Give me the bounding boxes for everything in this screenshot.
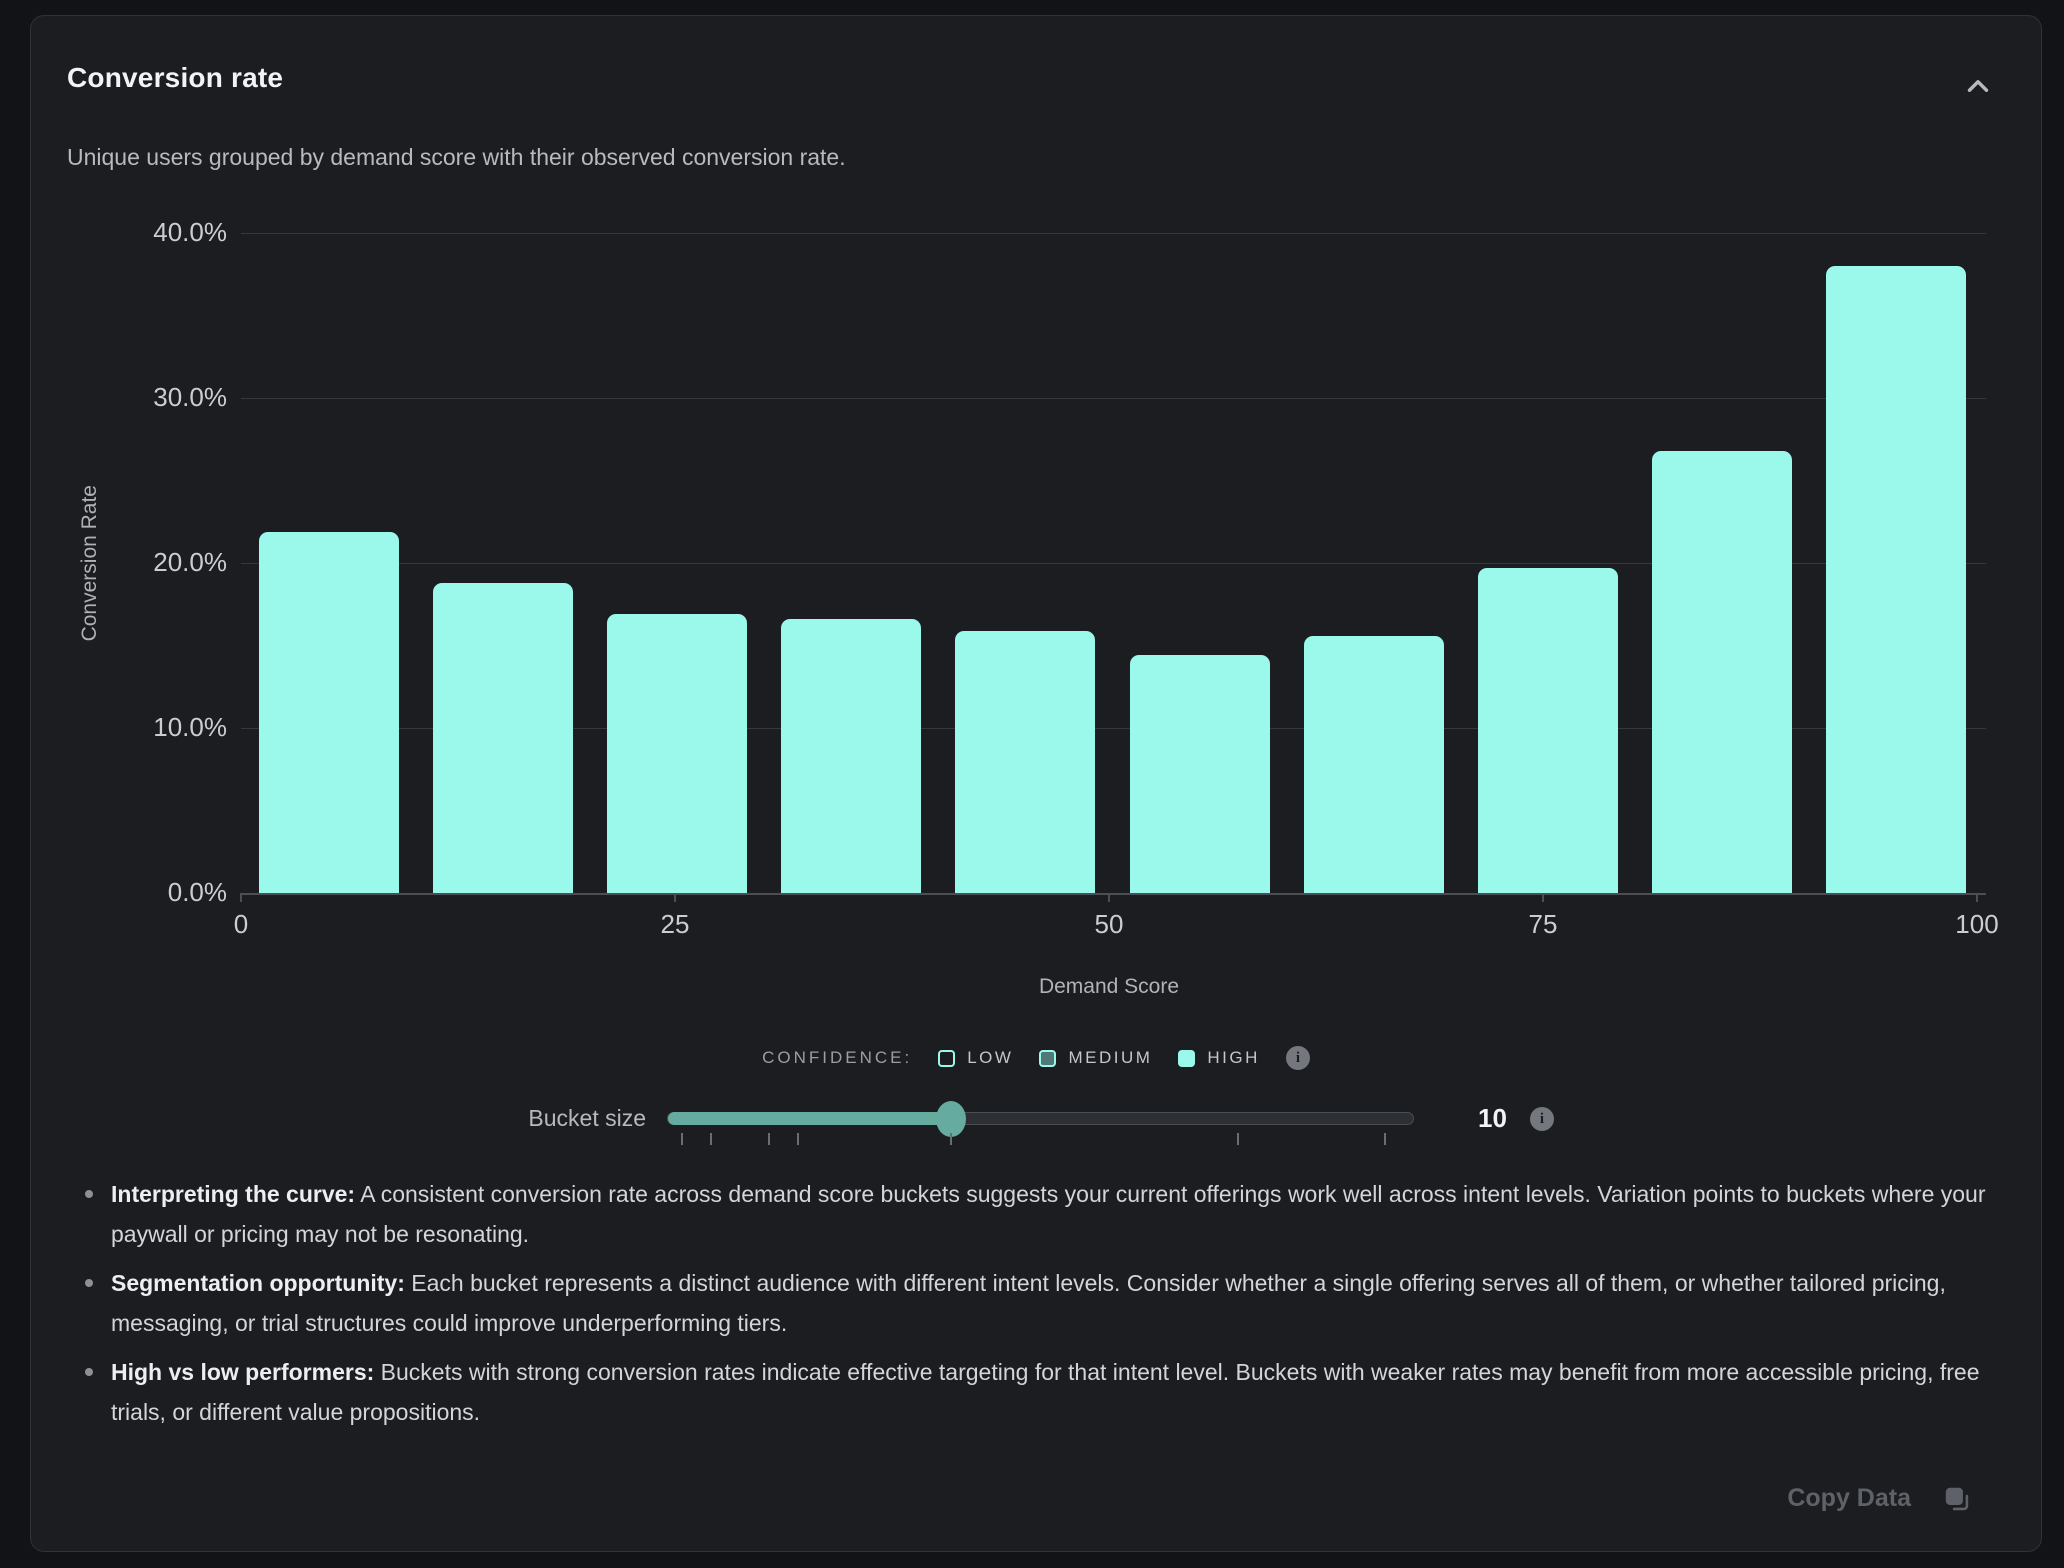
slider-tick [680,1133,683,1145]
x-tick-label: 25 [660,909,690,939]
x-tick [1108,893,1110,902]
low-confidence-swatch [938,1049,956,1067]
bucket-size-slider[interactable] [667,1100,1414,1137]
y-tick-label: 0.0% [167,877,227,907]
high-confidence-swatch [1178,1049,1196,1067]
slider-tick [1383,1133,1386,1145]
bucket-size-value: 10 [1478,1103,1507,1133]
gridline [241,563,1986,564]
legend-item-high[interactable]: HIGH [1178,1048,1260,1068]
chart-subtitle: Unique users grouped by demand score wit… [67,144,846,170]
bar-0-10[interactable] [259,531,399,893]
bars [259,233,1966,893]
conversion-rate-card: Conversion rate Unique users grouped by … [30,15,2042,1552]
x-axis-line [241,893,1986,895]
confidence-info-icon[interactable]: i [1285,1046,1310,1070]
bucket-size-info-icon[interactable]: i [1530,1107,1554,1131]
bar-80-90[interactable] [1651,450,1792,893]
insight-segmentation-opportunity: Segmentation opportunity: Each bucket re… [77,1263,2001,1343]
x-tick [1976,893,1978,902]
x-tick-label: 0 [233,909,249,939]
insights-list: Interpreting the curve: A consistent con… [77,1174,2001,1441]
medium-confidence-swatch [1039,1049,1057,1067]
chevron-up-icon [1967,79,1989,92]
gridline [241,728,1986,729]
page-title: Conversion rate [67,62,284,93]
slider-tick [797,1133,800,1145]
x-axis: 0 25 50 75 100 [234,893,1999,1003]
bar-60-70[interactable] [1303,635,1444,893]
x-tick [240,893,242,902]
confidence-legend: CONFIDENCE: LOW MEDIUM HIGH i [31,1042,2041,1074]
bar-90-100[interactable] [1825,266,1966,893]
legend-title: CONFIDENCE: [762,1048,913,1067]
plot-area: 0 25 50 75 100 Demand Score [234,233,1999,998]
copy-data-button[interactable]: Copy Data [1787,1484,1971,1513]
slider-tick [949,1133,952,1145]
x-tick-label: 50 [1094,909,1124,939]
gridline [241,398,1986,399]
bar-20-30[interactable] [607,614,748,893]
bar-50-60[interactable] [1129,655,1270,893]
x-tick-label: 75 [1528,909,1558,939]
bar-70-80[interactable] [1477,567,1618,893]
insight-high-vs-low: High vs low performers: Buckets with str… [77,1352,2001,1432]
slider-tick [768,1133,771,1145]
legend-item-low[interactable]: LOW [938,1048,1013,1068]
bar-30-40[interactable] [781,619,922,893]
x-tick [1542,893,1544,902]
insight-interpreting-curve: Interpreting the curve: A consistent con… [77,1174,2001,1254]
slider-fill [668,1112,952,1125]
slider-tick-marks [667,1133,1414,1147]
collapse-button[interactable] [1959,68,1997,106]
slider-thumb[interactable] [936,1100,967,1137]
slider-tick [710,1133,713,1145]
y-tick-label: 20.0% [153,547,227,577]
x-axis-title: Demand Score [1038,975,1180,998]
y-tick-label: 10.0% [153,712,227,742]
slider-tick [1237,1133,1240,1145]
bucket-size-label: Bucket size [528,1105,646,1131]
gridline [241,233,1986,234]
x-tick-label: 100 [1955,909,1999,939]
x-tick [674,893,676,902]
copy-icon [1945,1487,1969,1510]
bar-40-50[interactable] [955,630,1096,893]
y-tick-label: 40.0% [153,217,227,247]
bar-10-20[interactable] [433,582,574,893]
y-axis-labels: 40.0% 30.0% 20.0% 10.0% 0.0% [91,217,227,907]
legend-item-medium[interactable]: MEDIUM [1039,1048,1152,1068]
y-tick-label: 30.0% [153,382,227,412]
